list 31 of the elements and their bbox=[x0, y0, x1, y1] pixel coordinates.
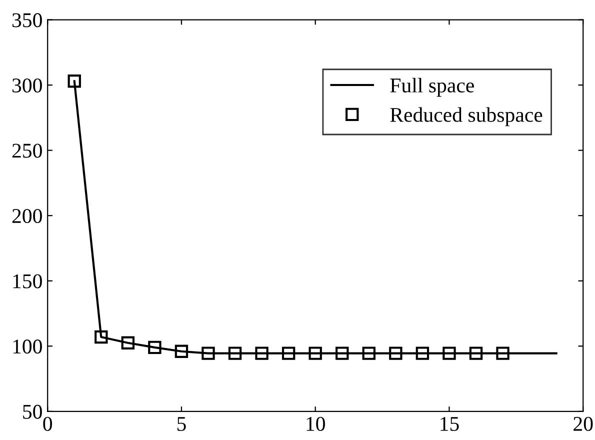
legend-label: Reduced subspace bbox=[390, 107, 542, 126]
x-tick-label: 10 bbox=[306, 416, 325, 431]
point bbox=[228, 346, 242, 360]
point bbox=[282, 346, 296, 360]
point bbox=[255, 346, 268, 360]
point bbox=[202, 346, 215, 360]
legend-label: Full space bbox=[390, 78, 474, 97]
point bbox=[308, 346, 322, 360]
y-tick-label: 200 bbox=[12, 208, 42, 224]
y-tick-label: 100 bbox=[13, 340, 42, 354]
point bbox=[416, 346, 430, 360]
y-tick-label: 250 bbox=[12, 144, 42, 158]
y-tick-label: 300 bbox=[12, 78, 42, 92]
point bbox=[148, 340, 162, 354]
point bbox=[362, 346, 376, 360]
point bbox=[469, 346, 483, 360]
x-tick-label: 20 bbox=[574, 416, 593, 431]
point bbox=[336, 346, 349, 360]
point bbox=[496, 346, 510, 360]
x-tick-label: 15 bbox=[440, 416, 459, 431]
point bbox=[174, 344, 188, 358]
y-tick-label: 350 bbox=[12, 13, 42, 28]
x-tick-label: 5 bbox=[177, 417, 186, 431]
y-tick-label: 50 bbox=[23, 404, 42, 419]
point bbox=[442, 346, 456, 360]
y-tick-label: 150 bbox=[13, 274, 42, 288]
point bbox=[94, 330, 108, 344]
point bbox=[389, 346, 402, 360]
point bbox=[121, 336, 135, 350]
x-tick-label: 0 bbox=[43, 416, 52, 431]
point bbox=[68, 74, 81, 88]
